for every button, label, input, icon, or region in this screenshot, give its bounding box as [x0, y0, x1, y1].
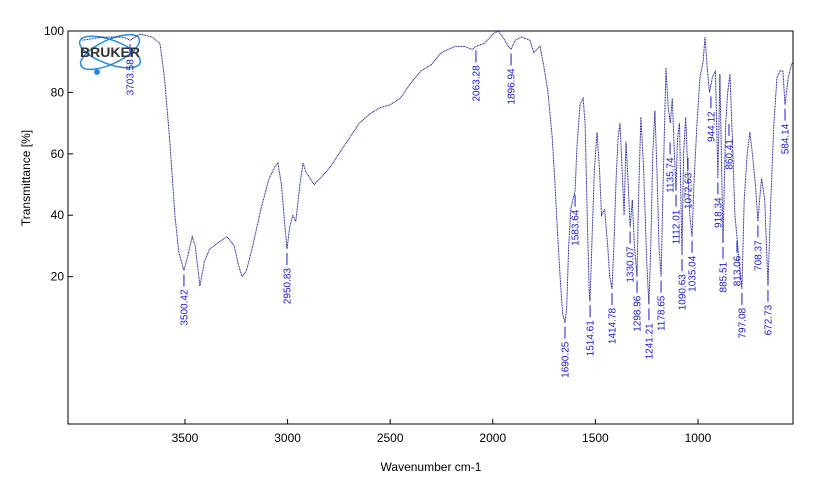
x-tick-label: 2000	[479, 431, 506, 445]
peak-label: 860.41	[724, 139, 735, 170]
peak-label: 1135.74	[666, 157, 677, 193]
x-tick-label: 1500	[582, 431, 609, 445]
y-tick-label: 20	[51, 270, 65, 284]
peak-label: 1330.07	[626, 246, 637, 283]
peak-label: 2950.83	[282, 268, 293, 305]
peak-label: 1090.63	[677, 274, 688, 311]
y-tick-label: 80	[51, 85, 65, 99]
peak-label: 2063.28	[471, 65, 482, 102]
peak-label: 1298.96	[633, 295, 644, 332]
x-axis-label: Wavenumber cm-1	[381, 460, 482, 474]
peak-label: 1583.64	[571, 209, 582, 246]
peak-label: 1241.21	[644, 323, 655, 360]
peak-label: 1690.25	[561, 341, 572, 378]
peak-label: 885.51	[719, 261, 730, 292]
peak-label: 944.12	[706, 111, 717, 142]
peak-label: 1072.63	[683, 172, 694, 209]
peak-label: 1035.04	[688, 255, 699, 292]
y-tick-label: 100	[44, 24, 64, 38]
peak-label: 1414.78	[608, 307, 619, 344]
y-axis-label: Transmittance [%]	[19, 130, 33, 226]
peak-label: 1112.01	[672, 209, 683, 244]
peak-label: 3500.42	[179, 289, 190, 326]
peak-label: 3703.58	[125, 59, 136, 96]
peak-label: 918.34	[713, 197, 724, 228]
y-tick-label: 60	[51, 147, 65, 161]
spectrum-line	[82, 30, 794, 323]
peak-label: 813.06	[732, 255, 743, 286]
peak-label: 584.14	[780, 123, 791, 154]
y-tick-label: 40	[51, 208, 65, 222]
peak-label: 708.37	[753, 240, 764, 271]
x-tick-label: 1000	[685, 431, 712, 445]
logo-dot	[94, 69, 100, 75]
logo-orbit	[78, 35, 142, 69]
logo-orbit	[79, 33, 141, 71]
logo-text: BRUKER	[80, 44, 140, 60]
logo: BRUKER	[78, 33, 142, 75]
peak-label: 672.73	[763, 304, 774, 335]
x-tick-label: 3000	[274, 431, 301, 445]
x-tick-label: 2500	[377, 431, 404, 445]
plot-frame	[67, 30, 794, 425]
peak-label: 1514.61	[586, 320, 597, 357]
peak-label: 1178.65	[657, 295, 668, 331]
x-tick-label: 3500	[172, 431, 199, 445]
peak-label: 1896.94	[507, 68, 518, 105]
peak-label: 797.08	[737, 307, 748, 338]
